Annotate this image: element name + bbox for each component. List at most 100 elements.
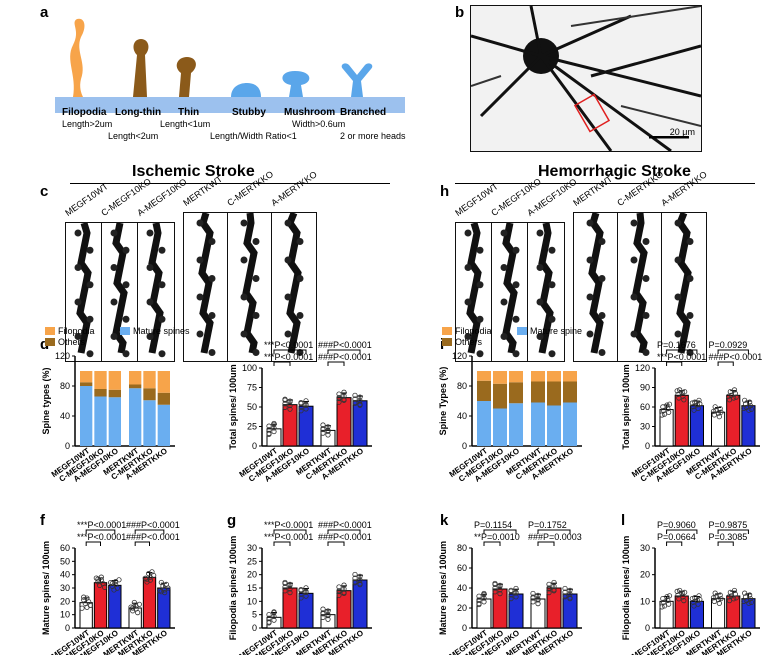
data-point-f [109, 580, 115, 587]
y-tick-label-f: 50 [60, 556, 70, 566]
criterion-branched: 2 or more heads [340, 131, 406, 141]
data-point-f [130, 608, 136, 614]
annotation-g: ###P<0.0001 [318, 520, 372, 530]
data-point-l [731, 587, 738, 594]
title-hemorrhagic: Hemorrhagic Stroke [538, 163, 691, 180]
annotation-j: P=0.0929 [709, 340, 748, 350]
scalebar-label: 20 μm [669, 127, 695, 137]
title-ischemic-rule [70, 183, 390, 184]
panel-label-a: a [40, 4, 49, 21]
data-point-f [111, 587, 117, 593]
data-point-k [535, 596, 541, 602]
y-axis-label-k: Mature spines/ 100um [438, 541, 448, 635]
data-point-g [352, 575, 358, 581]
data-point-g [303, 588, 309, 595]
annotation-f: ###P<0.0001 [126, 520, 180, 530]
bracket-inner-g [327, 541, 345, 546]
chart-f: 0 10 20 30 40 50 60 Mature spines/ 100um ***P<0.… [41, 520, 180, 655]
data-point-g [320, 606, 326, 612]
filopodia-shape [70, 18, 85, 97]
data-point-e [352, 392, 358, 398]
data-point-l [690, 599, 696, 605]
data-point-j [691, 407, 697, 413]
data-point-g [320, 610, 326, 616]
data-point-k [530, 590, 536, 597]
data-point-f [84, 604, 90, 610]
stack-segment-i [563, 381, 577, 403]
data-point-l [666, 593, 673, 599]
y-tick-label-j: 60 [640, 402, 650, 412]
bracket-outer-k [537, 529, 571, 534]
chart-e: 0 25 50 75 100 Total spines/ 100um ***P<0.0001… [228, 340, 372, 484]
y-tick-label-g: 20 [247, 570, 257, 580]
bar-k [476, 598, 492, 629]
data-point-l [726, 598, 733, 604]
label-thin: Thin [178, 107, 200, 118]
data-point-j [666, 401, 673, 407]
data-point-k [562, 585, 568, 592]
data-point-k [497, 591, 503, 597]
data-point-k [567, 591, 573, 597]
bar-f [79, 602, 93, 629]
data-point-f [97, 582, 103, 589]
data-point-k [508, 596, 514, 602]
data-point-j [680, 393, 686, 399]
data-point-f [102, 584, 108, 590]
y-tick-label-f: 0 [65, 623, 70, 633]
data-point-l [747, 592, 753, 598]
y-tick-label-d: 80 [60, 381, 70, 391]
bracket-inner-l [717, 541, 734, 546]
panel-label-l: l [621, 512, 626, 529]
data-point-e [282, 396, 288, 402]
stack-segment-i [493, 383, 507, 409]
y-tick-label-d: 120 [55, 351, 70, 361]
data-point-k [508, 587, 514, 593]
legend-label-d: Mature spines [133, 326, 190, 336]
data-point-l [664, 594, 670, 600]
stack-segment-d [108, 389, 121, 398]
stack-segment-d [157, 371, 170, 393]
data-point-j [676, 395, 682, 401]
data-point-k [476, 597, 482, 603]
data-point-l [728, 593, 734, 599]
y-tick-label-f: 60 [60, 543, 70, 553]
data-point-j [747, 399, 753, 405]
data-point-e [320, 425, 326, 432]
data-point-g [341, 586, 347, 592]
y-tick-label-j: 90 [640, 383, 650, 393]
data-point-g [287, 590, 293, 596]
data-point-l [689, 595, 695, 602]
annotation-k: **P=0.0010 [474, 532, 520, 542]
chart-g: 0 5 10 15 20 25 30 Filopodia spines/ 100um ***P<… [228, 520, 372, 655]
y-tick-label-i: 120 [452, 351, 467, 361]
stack-segment-i [563, 402, 577, 446]
bracket-outer-l [666, 529, 698, 534]
y-tick-label-j: 30 [640, 422, 650, 432]
panel-label-c: c [40, 183, 49, 200]
bracket-outer-e [327, 349, 361, 354]
data-point-l [711, 598, 717, 605]
data-point-j [743, 404, 749, 411]
data-point-l [677, 587, 683, 594]
legend-swatch-d [45, 338, 55, 346]
annotation-k: P=0.1154 [474, 520, 512, 530]
stubby-shape [231, 83, 261, 97]
label-branched: Branched [340, 107, 387, 118]
dendrite-image-5 [661, 212, 707, 362]
annotation-l: P=0.9875 [709, 520, 748, 530]
y-axis-label-l: Filopodia spines/ 100um [621, 536, 631, 641]
stack-segment-i [493, 371, 507, 384]
stack-segment-d [129, 384, 142, 389]
panel-label-k: k [440, 512, 449, 529]
y-tick-label-f: 20 [60, 596, 70, 606]
stack-segment-d [129, 371, 142, 385]
data-point-l [697, 596, 703, 603]
y-tick-label-j: 0 [645, 441, 650, 451]
stack-segment-d [143, 400, 156, 446]
stack-segment-i [531, 402, 545, 446]
dendrite-image-2 [137, 222, 175, 362]
bar-j [741, 405, 756, 447]
data-point-j [748, 406, 754, 412]
data-point-g [357, 581, 363, 587]
data-point-l [713, 594, 719, 600]
